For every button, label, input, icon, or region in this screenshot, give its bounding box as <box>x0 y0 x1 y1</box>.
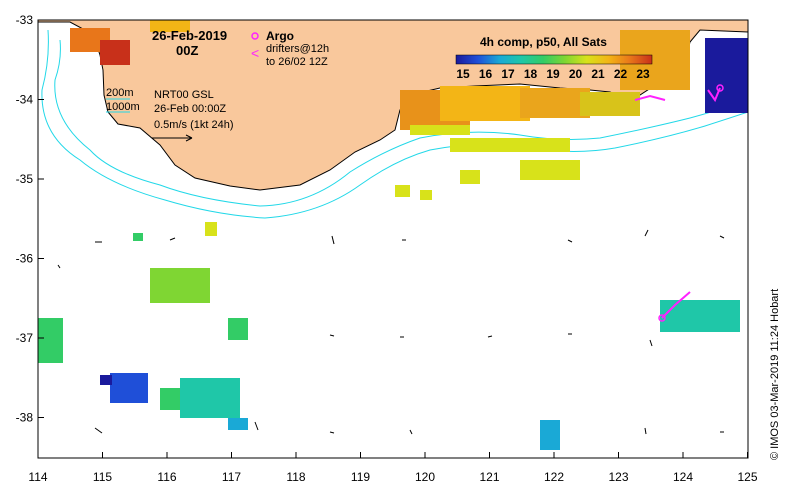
longitude-tick-label: 114 <box>28 470 47 484</box>
sst-warm-band <box>70 20 690 180</box>
latitude-tick-label: -38 <box>16 411 34 425</box>
map-title-date: 26-Feb-2019 <box>152 28 227 43</box>
colorbar-tick-label: 20 <box>569 67 583 81</box>
colorbar-tick-label: 21 <box>591 67 605 81</box>
argo-legend-icon <box>251 32 259 40</box>
contour-1000m-label: 1000m <box>106 101 140 113</box>
longitude-ticks: 114 115 116 117 118 119 120 121 122 123 124 125 <box>28 452 758 484</box>
longitude-tick-label: 118 <box>286 470 305 484</box>
latitude-ticks: -33 -34 -35 -36 -37 -38 <box>16 13 44 425</box>
colorbar-tick-label: 19 <box>546 67 560 81</box>
plot-content <box>38 20 748 450</box>
longitude-tick-label: 122 <box>544 470 564 484</box>
scale-arrow-head <box>185 134 193 142</box>
contour-1000m <box>41 29 748 219</box>
longitude-tick-label: 124 <box>673 470 693 484</box>
argo-legend-label: Argo <box>266 29 294 43</box>
map-title-hour: 00Z <box>176 43 198 58</box>
colorbar-tick-label: 18 <box>524 67 538 81</box>
latitude-tick-label: -34 <box>16 93 34 107</box>
colorbar-tick-label: 16 <box>479 67 493 81</box>
argo-float-marker <box>658 314 666 322</box>
longitude-tick-label: 120 <box>415 470 435 484</box>
longitude-tick-label: 116 <box>157 470 176 484</box>
gsl-date: 26-Feb 00:00Z <box>154 103 226 115</box>
gsl-label: NRT00 GSL <box>154 89 214 101</box>
longitude-tick-label: 123 <box>608 470 628 484</box>
longitude-tick-label: 117 <box>222 470 241 484</box>
current-vectors <box>57 229 725 435</box>
colorbar-tick-label: 17 <box>501 67 515 81</box>
colorbar-ticks: 15 16 17 18 19 20 21 22 23 <box>456 67 650 81</box>
longitude-tick-label: 119 <box>351 470 370 484</box>
colorbar-tick-label: 15 <box>456 67 470 81</box>
contour-200m <box>54 39 748 207</box>
longitude-tick-label: 121 <box>479 470 499 484</box>
contour-200m-label: 200m <box>106 87 134 99</box>
latitude-tick-label: -33 <box>16 13 34 27</box>
latitude-tick-label: -35 <box>16 172 34 186</box>
drifter-legend-icon: < <box>251 45 259 61</box>
colorbar-tick-label: 22 <box>614 67 628 81</box>
latitude-tick-label: -37 <box>16 331 34 345</box>
plot-frame <box>37 19 749 459</box>
scale-label: 0.5m/s (1kt 24h) <box>154 119 233 131</box>
latitude-tick-label: -36 <box>16 252 34 266</box>
argo-float-marker <box>716 84 724 92</box>
credit-text: © IMOS 03-Mar-2019 11:24 Hobart <box>769 289 781 460</box>
sst-patches <box>38 38 748 450</box>
argo-tracks <box>634 84 724 322</box>
colorbar-title: 4h comp, p50, All Sats <box>480 35 607 49</box>
colorbar-tick-label: 23 <box>636 67 650 81</box>
drifters-legend-label: drifters@12h <box>266 43 329 55</box>
drifters-legend-sub: to 26/02 12Z <box>266 56 328 68</box>
longitude-tick-label: 125 <box>737 470 757 484</box>
colorbar <box>455 54 653 65</box>
longitude-tick-label: 115 <box>93 470 112 484</box>
